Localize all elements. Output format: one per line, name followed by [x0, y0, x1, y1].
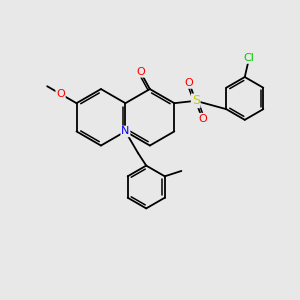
- Text: Cl: Cl: [243, 53, 254, 63]
- Text: N: N: [121, 126, 130, 136]
- Text: O: O: [185, 78, 194, 88]
- Text: O: O: [56, 89, 65, 99]
- Text: O: O: [136, 67, 145, 77]
- Text: O: O: [198, 114, 207, 124]
- Text: S: S: [192, 94, 200, 107]
